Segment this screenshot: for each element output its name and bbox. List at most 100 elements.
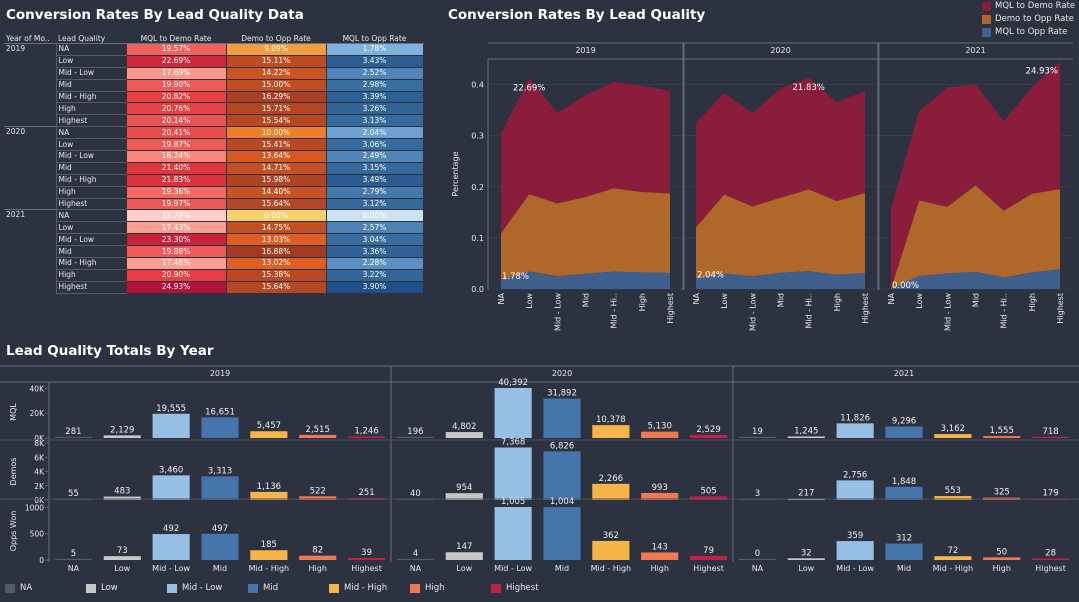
- lead-quality-cell: Mid: [55, 245, 126, 259]
- bar-legend-item[interactable]: Mid: [248, 583, 278, 593]
- lead-quality-cell: Mid - Low: [55, 67, 126, 80]
- demo-opp-cell[interactable]: 15.11%: [225, 54, 327, 68]
- table-row: Mid - Low 17.69% 14.22% 2.52%: [4, 66, 424, 80]
- bar-legend-item[interactable]: High: [410, 583, 445, 593]
- mql-opp-cell[interactable]: 3.39%: [325, 90, 424, 104]
- mql-demo-cell[interactable]: 20.76%: [125, 102, 227, 116]
- lead-quality-cell: Mid - High: [55, 91, 126, 104]
- mql-demo-cell[interactable]: 20.82%: [125, 90, 227, 104]
- x-tick-label: Low: [720, 293, 729, 309]
- lead-quality-cell: Mid - Low: [55, 150, 126, 163]
- bar-value-label: 2,129: [110, 425, 134, 435]
- legend-label: Demo to Opp Rate: [995, 14, 1074, 24]
- demo-opp-cell[interactable]: 15.00%: [225, 78, 327, 92]
- x-tick-label: Mid - Hi..: [805, 293, 814, 329]
- bar-legend-item[interactable]: NA: [5, 583, 32, 593]
- bar-value-label: 50: [996, 547, 1007, 557]
- lead-quality-cell: Highest: [55, 198, 126, 211]
- table-row: Mid 21.40% 14.71% 3.15%: [4, 161, 424, 175]
- legend-swatch: [491, 583, 501, 593]
- legend-swatch: [86, 583, 96, 593]
- bar-y-tick-label: 0K: [34, 434, 45, 443]
- mql-opp-cell[interactable]: 2.98%: [325, 78, 424, 92]
- bar-x-tick-label: Low: [798, 564, 814, 573]
- bar-x-tick-label: Mid: [555, 564, 569, 573]
- legend-label: Mid: [263, 583, 279, 593]
- bar-value-label: 718: [1042, 427, 1058, 437]
- x-tick-label: Mid - Hi..: [1000, 293, 1009, 329]
- mql-demo-cell[interactable]: 20.14%: [125, 114, 227, 128]
- mql-opp-cell[interactable]: 3.22%: [325, 268, 424, 282]
- legend-item-demo-opp[interactable]: Demo to Opp Rate: [982, 14, 1074, 24]
- mql-opp-cell[interactable]: 2.52%: [325, 66, 424, 80]
- mql-demo-cell[interactable]: 19.90%: [125, 78, 227, 92]
- demo-opp-cell[interactable]: 14.22%: [225, 66, 327, 80]
- mql-opp-cell[interactable]: 3.49%: [325, 173, 424, 187]
- area-annotation: 0.00%: [892, 281, 919, 291]
- bar-value-label: 5: [71, 549, 76, 559]
- legend-item-mql-opp[interactable]: MQL to Opp Rate: [982, 27, 1067, 37]
- table-row: High 20.90% 15.38% 3.22%: [4, 268, 424, 282]
- bar-mid-low: [836, 423, 874, 438]
- mql-demo-cell[interactable]: 22.69%: [125, 54, 227, 68]
- demo-opp-cell[interactable]: 15.38%: [225, 268, 327, 282]
- mql-opp-cell[interactable]: 3.26%: [325, 102, 424, 116]
- bar-year-label: 2019: [210, 369, 230, 378]
- bar-na: [396, 436, 434, 438]
- bar-value-label: 483: [114, 487, 130, 497]
- mql-opp-cell[interactable]: 3.36%: [325, 245, 424, 259]
- area-series-mql-to-opp-rate: [696, 271, 865, 289]
- mql-demo-cell[interactable]: 17.69%: [125, 66, 227, 80]
- bar-y-tick-label: 500: [30, 530, 45, 539]
- bar-mid-low: [152, 475, 190, 500]
- mql-opp-cell[interactable]: 3.13%: [325, 114, 424, 128]
- mql-demo-cell[interactable]: 19.88%: [125, 245, 227, 259]
- year-cell: 2021: [4, 209, 56, 222]
- mql-demo-cell[interactable]: 24.93%: [125, 280, 227, 294]
- demo-opp-cell[interactable]: 15.41%: [225, 138, 327, 152]
- area-annotation: 1.78%: [502, 272, 529, 282]
- bar-x-tick-label: Mid: [213, 564, 227, 573]
- legend-label: High: [425, 583, 445, 593]
- bar-mid-low: [152, 534, 190, 560]
- legend-label: Mid - High: [344, 583, 388, 593]
- bar-low: [103, 496, 141, 500]
- bar-highest: [690, 496, 728, 500]
- bar-legend-item[interactable]: Highest: [491, 583, 539, 593]
- mql-opp-cell[interactable]: 3.43%: [325, 54, 424, 68]
- mql-demo-cell[interactable]: 20.90%: [125, 268, 227, 282]
- legend-item-mql-demo[interactable]: MQL to Demo Rate: [982, 1, 1075, 11]
- header-lead-quality[interactable]: Lead Quality: [56, 33, 126, 44]
- bar-value-label: 3,162: [941, 424, 965, 434]
- table-row: Mid - Low 23.30% 13.03% 3.04%: [4, 233, 424, 247]
- bar-legend-item[interactable]: Mid - Low: [167, 583, 222, 593]
- bar-value-label: 28: [1045, 549, 1056, 559]
- demo-opp-cell[interactable]: 15.54%: [225, 114, 327, 128]
- bar-mid-high: [250, 491, 288, 500]
- mql-opp-cell[interactable]: 2.28%: [325, 257, 424, 270]
- demo-opp-cell[interactable]: 13.02%: [225, 257, 327, 270]
- bar-mid-high: [250, 431, 288, 438]
- mql-opp-cell[interactable]: 3.90%: [325, 280, 424, 294]
- bar-legend-item[interactable]: Low: [86, 583, 118, 593]
- table-row: Mid 19.90% 15.00% 2.98%: [4, 78, 424, 92]
- bar-value-label: 55: [68, 489, 79, 499]
- bar-value-label: 505: [700, 486, 716, 496]
- area-series-mql-to-demo-rate: [891, 61, 1060, 289]
- bar-legend-item[interactable]: Mid - High: [329, 583, 387, 593]
- x-tick-label: NA: [497, 292, 506, 304]
- x-tick-label: Mid: [972, 293, 981, 307]
- demo-opp-cell[interactable]: 15.71%: [225, 102, 327, 116]
- demo-opp-cell[interactable]: 16.88%: [225, 245, 327, 259]
- bar-mid-low: [152, 413, 190, 438]
- demo-opp-cell[interactable]: 16.29%: [225, 90, 327, 104]
- bar-value-label: 522: [310, 486, 326, 496]
- bar-highest: [348, 557, 386, 560]
- bar-x-tick-label: Mid - High: [591, 564, 632, 573]
- area-series-mql-to-opp-rate: [891, 269, 1060, 289]
- bar-value-label: 32: [801, 548, 812, 558]
- bar-value-label: 0: [755, 549, 760, 559]
- table-row: Highest 24.93% 15.64% 3.90%: [4, 280, 424, 294]
- legend-swatch: [410, 583, 420, 593]
